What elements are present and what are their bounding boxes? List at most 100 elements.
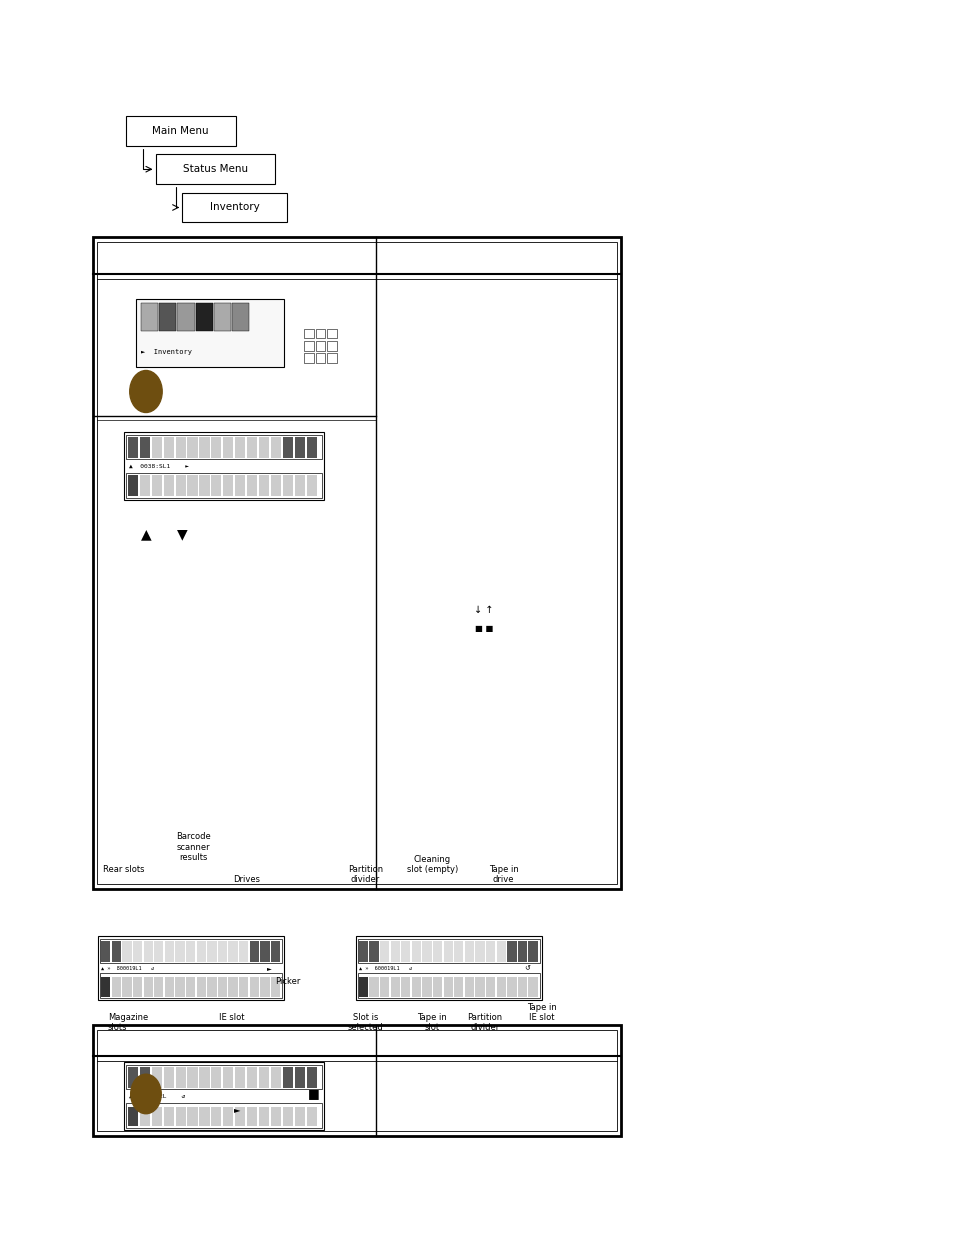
- Bar: [247, 1107, 257, 1126]
- Bar: [271, 475, 281, 496]
- Bar: [327, 341, 336, 351]
- Bar: [126, 435, 322, 459]
- Bar: [282, 1107, 293, 1126]
- Text: Partition
divider: Partition divider: [467, 1013, 501, 1032]
- Bar: [223, 475, 233, 496]
- Bar: [199, 437, 210, 458]
- Bar: [306, 475, 316, 496]
- Bar: [175, 1067, 186, 1088]
- Bar: [369, 941, 378, 962]
- Bar: [112, 941, 121, 962]
- Bar: [271, 437, 281, 458]
- Bar: [98, 936, 284, 1000]
- Bar: [454, 977, 463, 997]
- Text: ▲: ▲: [141, 527, 152, 542]
- Bar: [164, 475, 173, 496]
- Circle shape: [131, 1074, 161, 1114]
- Bar: [154, 941, 163, 962]
- Bar: [433, 977, 442, 997]
- Bar: [139, 437, 150, 458]
- Bar: [228, 977, 237, 997]
- Bar: [528, 941, 537, 962]
- Bar: [175, 475, 186, 496]
- Bar: [247, 1067, 257, 1088]
- Bar: [282, 475, 293, 496]
- Bar: [228, 941, 237, 962]
- Bar: [234, 1107, 245, 1126]
- Text: ►: ►: [267, 966, 272, 971]
- Bar: [306, 1067, 316, 1088]
- Bar: [212, 437, 221, 458]
- Text: Tape in
slot: Tape in slot: [416, 1013, 447, 1032]
- Text: Magazine
slots: Magazine slots: [108, 1013, 148, 1032]
- Bar: [390, 941, 399, 962]
- Bar: [282, 437, 293, 458]
- Bar: [260, 941, 270, 962]
- Bar: [187, 1107, 197, 1126]
- Bar: [369, 977, 378, 997]
- Bar: [223, 1107, 233, 1126]
- Bar: [122, 941, 132, 962]
- Bar: [412, 977, 420, 997]
- Bar: [212, 1067, 221, 1088]
- Bar: [217, 977, 227, 997]
- Bar: [475, 977, 484, 997]
- Bar: [152, 475, 162, 496]
- Bar: [250, 941, 258, 962]
- Bar: [497, 941, 505, 962]
- Bar: [207, 941, 216, 962]
- Bar: [223, 1067, 233, 1088]
- Bar: [507, 941, 516, 962]
- Bar: [223, 437, 233, 458]
- Text: ■: ■: [308, 1088, 319, 1100]
- Bar: [304, 341, 314, 351]
- Bar: [152, 1107, 162, 1126]
- Text: ▲ »  600019L1   ↺: ▲ » 600019L1 ↺: [358, 966, 412, 971]
- Bar: [187, 475, 197, 496]
- Text: Inventory: Inventory: [210, 203, 259, 212]
- Text: ↓ ↑: ↓ ↑: [474, 604, 494, 615]
- Bar: [199, 1107, 210, 1126]
- Bar: [400, 977, 410, 997]
- Text: ↺: ↺: [524, 966, 530, 971]
- Bar: [327, 329, 336, 338]
- Bar: [412, 941, 420, 962]
- Bar: [128, 437, 138, 458]
- Bar: [379, 977, 389, 997]
- Bar: [443, 977, 453, 997]
- Text: ▼: ▼: [176, 527, 187, 542]
- Bar: [124, 432, 324, 500]
- Bar: [422, 977, 431, 997]
- Bar: [199, 475, 210, 496]
- Bar: [212, 1107, 221, 1126]
- Bar: [124, 1062, 324, 1130]
- Bar: [182, 193, 287, 222]
- Bar: [304, 329, 314, 338]
- Text: ▲  0038:SL1    ►: ▲ 0038:SL1 ►: [129, 463, 189, 469]
- Bar: [443, 941, 453, 962]
- Text: ▲ »  800019L1   ↺: ▲ » 800019L1 ↺: [101, 966, 154, 971]
- Bar: [175, 977, 185, 997]
- Bar: [217, 941, 227, 962]
- Bar: [165, 977, 173, 997]
- Text: Main Menu: Main Menu: [152, 126, 209, 136]
- Bar: [239, 977, 248, 997]
- Bar: [315, 341, 325, 351]
- Bar: [143, 941, 152, 962]
- Bar: [126, 116, 235, 146]
- Bar: [247, 437, 257, 458]
- Bar: [485, 941, 495, 962]
- Bar: [433, 941, 442, 962]
- Bar: [152, 437, 162, 458]
- Bar: [306, 437, 316, 458]
- Bar: [475, 941, 484, 962]
- Bar: [294, 475, 305, 496]
- Bar: [128, 475, 138, 496]
- Bar: [315, 353, 325, 363]
- Bar: [282, 1067, 293, 1088]
- Bar: [271, 1107, 281, 1126]
- Bar: [390, 977, 399, 997]
- Bar: [232, 303, 249, 331]
- Bar: [100, 973, 282, 998]
- Bar: [139, 1107, 150, 1126]
